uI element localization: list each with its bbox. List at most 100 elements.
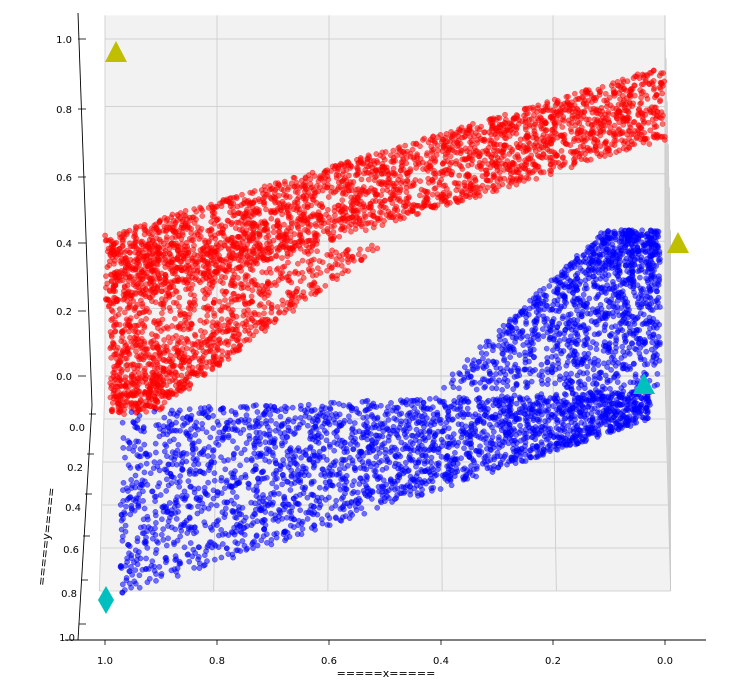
red-point <box>283 231 289 238</box>
red-point <box>246 201 253 207</box>
red-point <box>566 101 572 108</box>
red-point <box>659 90 666 97</box>
red-point <box>509 160 516 166</box>
red-point <box>183 268 190 275</box>
red-point <box>322 282 329 289</box>
blue-point <box>557 305 564 312</box>
red-point <box>430 179 436 185</box>
red-point <box>133 225 140 231</box>
red-point <box>119 367 125 373</box>
blue-point <box>568 370 574 377</box>
red-point <box>380 154 387 161</box>
red-point <box>203 349 209 356</box>
red-point <box>429 191 436 198</box>
red-point <box>219 348 225 355</box>
red-point <box>311 256 317 263</box>
red-point <box>218 244 225 251</box>
red-point <box>596 91 603 98</box>
red-point <box>303 186 309 193</box>
red-point <box>361 170 367 177</box>
red-point <box>137 247 144 254</box>
red-point <box>491 131 498 138</box>
red-point <box>557 106 563 113</box>
red-point <box>379 187 386 194</box>
red-point <box>627 122 633 128</box>
red-point <box>442 139 449 146</box>
blue-point <box>654 280 661 287</box>
red-point <box>264 280 271 287</box>
red-point <box>488 126 495 133</box>
red-point <box>285 289 291 296</box>
red-point <box>404 178 411 185</box>
red-point <box>287 214 294 221</box>
red-point <box>388 170 395 176</box>
red-point <box>287 251 294 257</box>
red-point <box>313 200 320 206</box>
red-point <box>417 143 423 150</box>
blue-point <box>557 373 563 380</box>
red-point <box>187 291 194 298</box>
red-point <box>133 260 140 267</box>
red-point <box>256 302 263 309</box>
red-point <box>509 178 515 184</box>
red-point <box>124 366 131 373</box>
red-point <box>339 223 346 230</box>
red-point <box>463 190 469 196</box>
red-point <box>370 208 376 215</box>
red-point <box>239 191 245 198</box>
red-point <box>486 137 493 143</box>
blue-point <box>552 380 558 387</box>
red-point <box>324 252 331 258</box>
red-point <box>404 209 411 216</box>
red-point <box>119 329 125 336</box>
red-point <box>133 322 140 329</box>
red-point <box>474 184 481 190</box>
red-point <box>334 272 341 279</box>
red-point <box>131 230 138 237</box>
blue-point <box>584 363 591 370</box>
red-point <box>602 90 609 97</box>
red-point <box>431 202 438 209</box>
blue-point <box>504 365 510 372</box>
red-point <box>514 113 521 119</box>
red-point <box>135 376 142 382</box>
red-point <box>225 322 232 329</box>
blue-point <box>512 361 519 368</box>
red-point <box>416 202 422 209</box>
red-point <box>203 364 210 370</box>
blue-point <box>610 313 617 320</box>
red-point <box>230 291 237 297</box>
red-point <box>637 87 644 93</box>
red-point <box>154 245 160 252</box>
red-point <box>280 187 287 193</box>
blue-point <box>483 350 490 357</box>
red-point <box>579 89 585 95</box>
red-point <box>181 253 188 260</box>
red-point <box>555 160 562 166</box>
red-point <box>642 136 649 143</box>
red-point <box>625 144 632 151</box>
red-point <box>309 184 315 191</box>
red-point <box>159 404 165 410</box>
red-point <box>425 139 432 146</box>
red-point <box>279 264 286 271</box>
red-point <box>350 208 357 214</box>
red-point <box>571 90 578 97</box>
red-point <box>491 173 498 179</box>
red-point <box>110 344 117 350</box>
red-point <box>173 352 179 359</box>
red-point <box>376 198 383 205</box>
red-point <box>194 252 201 259</box>
blue-point <box>523 318 529 325</box>
red-point <box>217 278 224 284</box>
blue-point <box>574 333 581 340</box>
blue-point <box>550 347 556 354</box>
red-point <box>228 234 235 241</box>
red-point <box>403 155 410 161</box>
red-point <box>122 355 129 362</box>
red-point <box>447 153 454 160</box>
red-point <box>589 121 595 128</box>
blue-point <box>461 364 468 370</box>
red-point <box>237 342 243 349</box>
